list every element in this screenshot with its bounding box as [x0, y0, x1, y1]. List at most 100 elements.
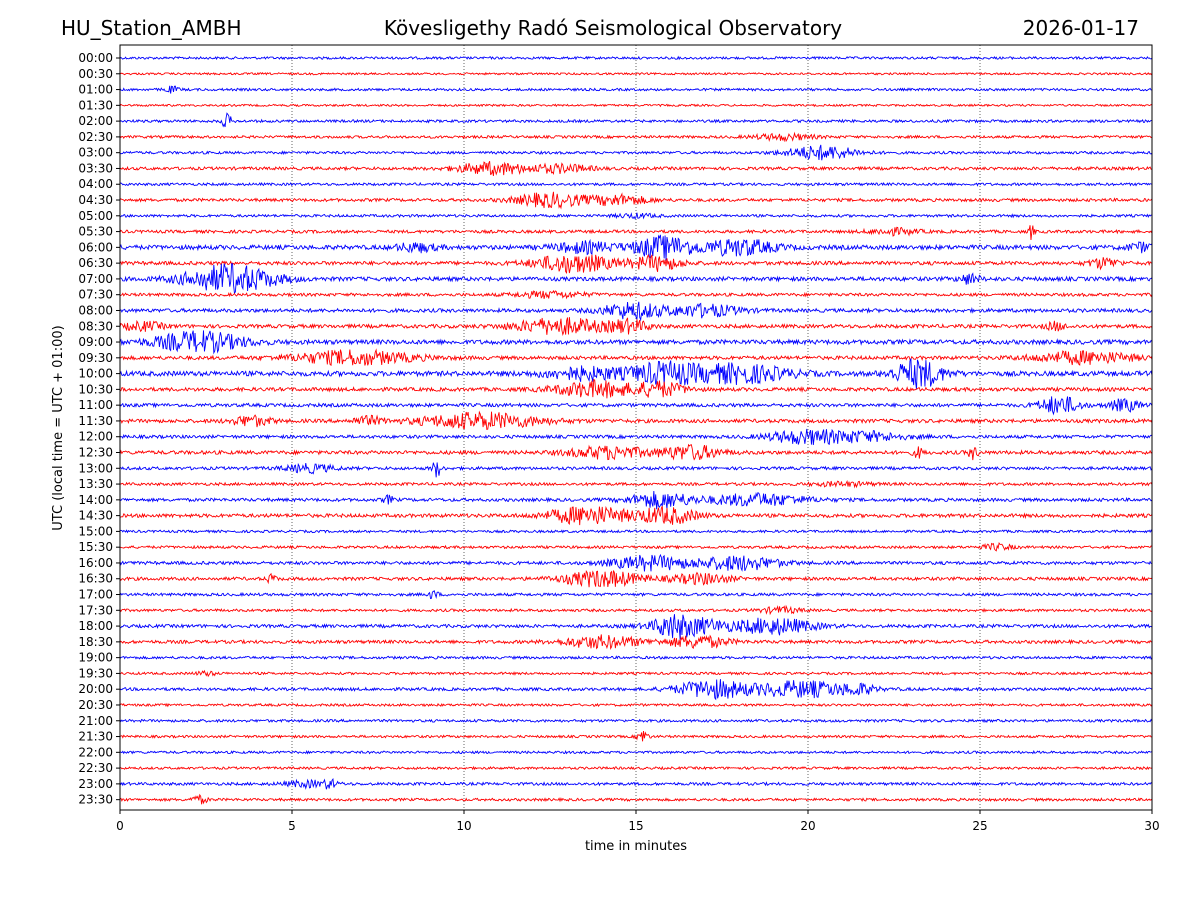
y-tick-label: 21:00: [78, 714, 113, 728]
y-tick-label: 14:00: [78, 493, 113, 507]
trace-0900: [119, 330, 1153, 355]
trace-0930: [119, 348, 1153, 367]
plot-frame: [119, 44, 1153, 811]
trace-2230: [120, 765, 1153, 771]
y-tick-label: 14:30: [78, 509, 113, 523]
trace-0330: [119, 160, 1153, 176]
y-tick-label: 05:00: [78, 209, 113, 223]
trace-1530: [119, 541, 1153, 552]
trace-1500: [119, 529, 1153, 534]
y-tick-label: 00:00: [78, 51, 113, 65]
y-tick-label: 06:30: [78, 256, 113, 270]
y-tick-label: 11:00: [78, 398, 113, 412]
y-tick-label: 13:30: [78, 477, 113, 491]
trace-2300: [119, 778, 1153, 790]
trace-1030: [119, 378, 1153, 399]
trace-0400: [119, 181, 1153, 187]
y-tick-label: 06:00: [78, 240, 113, 254]
y-tick-label: 16:30: [78, 572, 113, 586]
trace-1100: [119, 396, 1153, 416]
trace-1900: [119, 655, 1153, 661]
y-tick-label: 13:00: [78, 461, 113, 475]
trace-0000: [119, 55, 1153, 61]
trace-1830: [119, 634, 1153, 651]
x-tick-label: 0: [116, 819, 124, 833]
y-tick-label: 07:30: [78, 288, 113, 302]
y-tick-label: 09:30: [78, 351, 113, 365]
trace-2030: [119, 702, 1153, 708]
y-tick-label: 09:00: [78, 335, 113, 349]
y-tick-label: 11:30: [78, 414, 113, 428]
trace-2000: [119, 679, 1153, 701]
y-tick-label: 22:30: [78, 761, 113, 775]
x-tick-label: 30: [1144, 819, 1159, 833]
trace-0430: [119, 191, 1153, 210]
y-tick-label: 08:30: [78, 319, 113, 333]
trace-2130: [119, 730, 1153, 742]
y-tick-label: 17:00: [78, 588, 113, 602]
trace-0830: [119, 317, 1153, 336]
y-tick-label: 20:30: [78, 698, 113, 712]
x-tick-label: 10: [456, 819, 471, 833]
trace-0700: [119, 263, 1153, 295]
trace-1300: [119, 462, 1153, 478]
grid-lines: [291, 45, 981, 810]
trace-1000: [119, 358, 1153, 390]
trace-1330: [119, 479, 1153, 489]
trace-0130: [119, 103, 1153, 108]
y-tick-label: 05:30: [78, 225, 113, 239]
date-title: 2026-01-17: [1023, 16, 1139, 40]
trace-1700: [119, 590, 1153, 600]
y-tick-label: 07:00: [78, 272, 113, 286]
trace-0300: [119, 144, 1153, 161]
trace-group: [119, 55, 1153, 805]
trace-0730: [119, 289, 1153, 300]
y-tick-label: 02:30: [78, 130, 113, 144]
y-tick-label: 00:30: [78, 67, 113, 81]
trace-1200: [119, 428, 1153, 446]
y-tick-label: 22:00: [78, 745, 113, 759]
trace-0630: [119, 253, 1153, 275]
x-tick-label: 25: [972, 819, 987, 833]
trace-1130: [119, 410, 1153, 430]
y-tick-label: 01:30: [78, 98, 113, 112]
y-tick-label: 23:00: [78, 777, 113, 791]
y-tick-label: 08:00: [78, 303, 113, 317]
trace-2200: [119, 750, 1153, 755]
y-tick-label: 17:30: [78, 603, 113, 617]
y-tick-label: 21:30: [78, 730, 113, 744]
trace-0030: [119, 71, 1153, 76]
trace-1430: [119, 505, 1153, 526]
trace-0230: [119, 131, 1153, 143]
trace-1800: [119, 614, 1153, 640]
trace-0800: [119, 301, 1153, 322]
trace-1930: [119, 669, 1153, 678]
y-tick-label: 18:30: [78, 635, 113, 649]
y-tick-label: 20:00: [78, 682, 113, 696]
trace-1230: [119, 443, 1153, 461]
trace-1400: [119, 491, 1153, 510]
y-tick-label: 01:00: [78, 83, 113, 97]
y-tick-label: 19:00: [78, 651, 113, 665]
y-tick-label: 03:00: [78, 146, 113, 160]
trace-1600: [119, 553, 1153, 572]
x-axis-ticks: 0 5 10 15 20 25 30: [116, 810, 1160, 833]
y-tick-label: 04:30: [78, 193, 113, 207]
trace-2330: [119, 793, 1153, 805]
trace-0530: [119, 225, 1153, 241]
y-axis-label: UTC (local time = UTC + 01:00): [51, 325, 66, 530]
y-tick-label: 03:30: [78, 161, 113, 175]
x-axis-label: time in minutes: [585, 839, 687, 854]
y-tick-label: 12:30: [78, 446, 113, 460]
x-tick-label: 20: [800, 819, 815, 833]
y-tick-label: 10:30: [78, 382, 113, 396]
y-tick-label: 12:00: [78, 430, 113, 444]
y-tick-label: 15:00: [78, 524, 113, 538]
trace-0200: [119, 112, 1153, 128]
y-tick-label: 18:00: [78, 619, 113, 633]
y-tick-label: 15:30: [78, 540, 113, 554]
observatory-title: Kövesligethy Radó Seismological Observat…: [384, 16, 842, 40]
trace-0100: [119, 85, 1153, 94]
